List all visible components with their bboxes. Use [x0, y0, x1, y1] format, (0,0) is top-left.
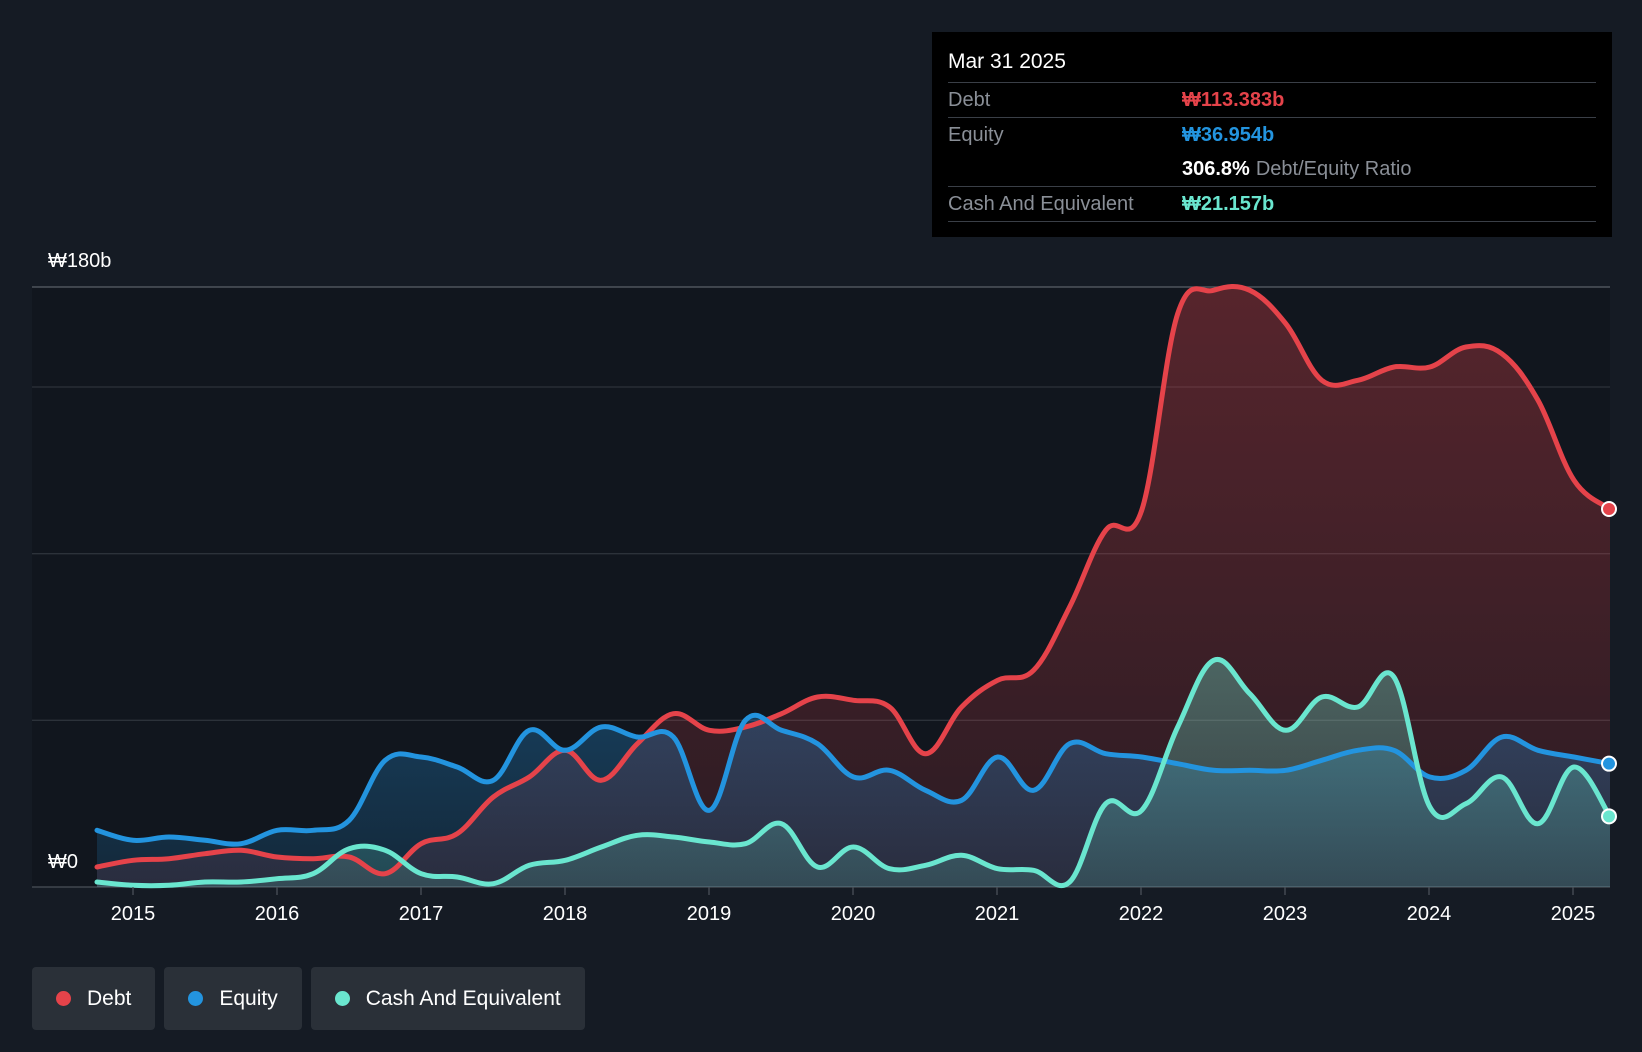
tooltip-cash-label: Cash And Equivalent — [948, 193, 1134, 215]
legend-cash-dot-icon — [334, 991, 350, 1006]
legend-equity-dot-icon — [188, 991, 204, 1006]
tooltip-ratio-row: 306.8% Debt/Equity Ratio — [948, 152, 1596, 187]
series-line-debt — [94, 283, 1613, 877]
legend-debt-label: Debt — [87, 986, 132, 1010]
x-tick-label-2017: 2017 — [399, 903, 444, 925]
tooltip-date: Mar 31 2025 — [948, 32, 1596, 83]
tooltip-debt-label: Debt — [948, 89, 991, 111]
legend-item-cash[interactable]: Cash And Equivalent — [310, 967, 585, 1030]
tooltip-equity-label: Equity — [948, 124, 1004, 146]
legend-item-debt[interactable]: Debt — [32, 967, 156, 1030]
x-tick-label-2016: 2016 — [255, 903, 300, 925]
x-tick-label-2024: 2024 — [1407, 903, 1452, 925]
legend-equity-label: Equity — [219, 986, 278, 1010]
series-line-cash — [94, 657, 1613, 889]
x-tick-label-2023: 2023 — [1263, 903, 1308, 925]
x-tick-label-2018: 2018 — [543, 903, 588, 925]
area-cash — [97, 659, 1610, 887]
tooltip-ratio-value: 306.8% — [1182, 158, 1250, 180]
series-line-equity — [94, 712, 1613, 847]
x-tick-label-2015: 2015 — [111, 903, 156, 925]
tooltip-cash-value: ₩21.157b — [1182, 193, 1275, 215]
tooltip-cash-row: Cash And Equivalent ₩21.157b — [948, 187, 1596, 222]
y-axis-top-label: ₩180b — [48, 250, 112, 272]
data-tooltip: Mar 31 2025 Debt ₩113.383b Equity ₩36.95… — [932, 32, 1612, 237]
tooltip-equity-value: ₩36.954b — [1182, 124, 1275, 146]
x-tick-label-2020: 2020 — [831, 903, 876, 925]
tooltip-debt-value: ₩113.383b — [1182, 89, 1285, 111]
x-tick-label-2022: 2022 — [1119, 903, 1164, 925]
tooltip-debt-row: Debt ₩113.383b — [948, 83, 1596, 118]
end-marker-debt — [1601, 501, 1617, 517]
x-tick-label-2025: 2025 — [1551, 903, 1596, 925]
legend-debt-dot-icon — [56, 991, 71, 1006]
end-marker-equity — [1601, 755, 1617, 772]
legend-cash-label: Cash And Equivalent — [365, 986, 561, 1010]
end-marker-cash — [1601, 808, 1617, 825]
y-axis-bottom-label: ₩0 — [48, 851, 78, 873]
legend-item-equity[interactable]: Equity — [164, 967, 302, 1030]
tooltip-equity-row: Equity ₩36.954b — [948, 118, 1596, 152]
chart-legend: Debt Equity Cash And Equivalent — [32, 967, 585, 1030]
x-tick-label-2021: 2021 — [975, 903, 1020, 925]
tooltip-ratio-label: Debt/Equity Ratio — [1255, 158, 1412, 180]
x-tick-label-2019: 2019 — [687, 903, 732, 925]
